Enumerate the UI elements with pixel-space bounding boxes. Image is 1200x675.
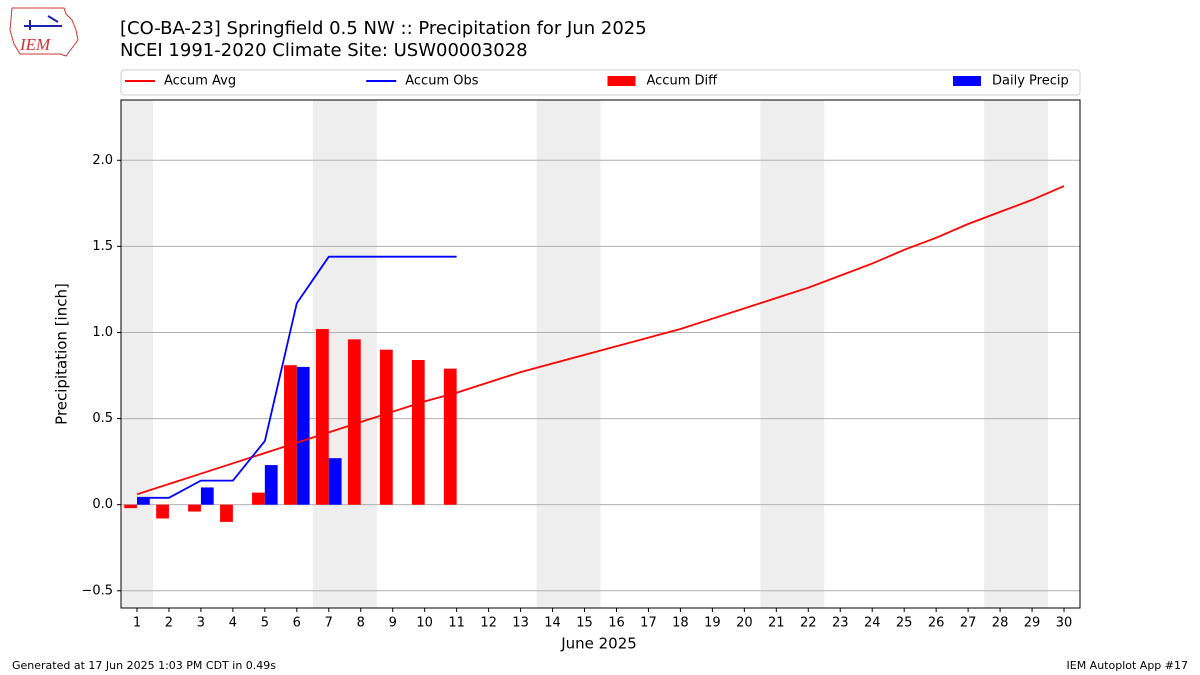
x-tick-label: 21: [768, 616, 785, 631]
x-tick-label: 1: [133, 616, 141, 631]
bar: [347, 339, 361, 505]
y-tick-label: 0.5: [92, 411, 113, 426]
y-tick-label: 2.0: [92, 153, 113, 168]
x-tick-label: 8: [357, 616, 365, 631]
bar: [156, 504, 169, 519]
x-tick-label: 9: [389, 616, 397, 631]
x-tick-label: 30: [1056, 616, 1073, 631]
x-tick-label: 16: [608, 616, 625, 631]
bar: [200, 487, 214, 505]
x-tick-label: 20: [736, 616, 753, 631]
logo: IEM: [9, 7, 79, 57]
bar: [220, 504, 233, 522]
legend-box: [120, 69, 1081, 96]
y-tick-label: 0.0: [92, 497, 113, 512]
x-tick-label: 7: [325, 616, 333, 631]
x-tick-label: 18: [672, 616, 689, 631]
x-tick-label: 23: [832, 616, 849, 631]
x-tick-label: 6: [293, 616, 301, 631]
bar: [136, 497, 150, 505]
footer-right: IEM Autoplot App #17: [1067, 659, 1189, 672]
bar: [315, 329, 329, 505]
x-tick-label: 13: [512, 616, 529, 631]
x-tick-label: 5: [261, 616, 269, 631]
legend-marker: [607, 76, 636, 86]
legend-label: Daily Precip: [992, 74, 1069, 89]
x-tick-label: 11: [448, 616, 465, 631]
weekend-shade: [121, 100, 153, 608]
legend-label: Accum Obs: [405, 74, 478, 89]
x-tick-label: 10: [416, 616, 433, 631]
x-tick-label: 17: [640, 616, 657, 631]
weekend-shade: [984, 100, 1049, 608]
bar: [411, 360, 425, 505]
line: [137, 255, 457, 499]
x-tick-label: 27: [960, 616, 977, 631]
x-tick-label: 22: [800, 616, 817, 631]
x-tick-label: 28: [992, 616, 1009, 631]
x-tick-label: 19: [704, 616, 721, 631]
x-axis-label: June 2025: [560, 635, 637, 653]
bar: [264, 465, 278, 505]
logo-icon: [24, 15, 62, 30]
bar: [443, 368, 457, 505]
legend-label: Accum Diff: [647, 74, 719, 89]
x-tick-label: 14: [544, 616, 561, 631]
legend-label: Accum Avg: [164, 74, 236, 89]
footer-left: Generated at 17 Jun 2025 1:03 PM CDT in …: [12, 659, 276, 672]
bar: [284, 365, 297, 505]
logo-text: IEM: [19, 35, 51, 54]
x-tick-label: 2: [165, 616, 173, 631]
weekend-shade: [760, 100, 825, 608]
x-tick-label: 12: [480, 616, 497, 631]
bar: [188, 504, 201, 512]
chart-subtitle: NCEI 1991-2020 Climate Site: USW00003028: [120, 40, 528, 61]
logo-outline: [9, 7, 79, 57]
x-tick-label: 24: [864, 616, 881, 631]
y-tick-label: 1.5: [92, 239, 113, 254]
y-tick-label: −0.5: [81, 583, 113, 598]
bar: [124, 504, 137, 509]
bar: [328, 458, 342, 505]
x-tick-label: 4: [229, 616, 237, 631]
y-tick-label: 1.0: [92, 325, 113, 340]
x-tick-label: 26: [928, 616, 945, 631]
x-tick-label: 3: [197, 616, 205, 631]
line: [136, 185, 1065, 496]
bar: [296, 366, 310, 505]
legend-marker: [953, 76, 981, 86]
x-tick-label: 15: [576, 616, 593, 631]
x-tick-label: 29: [1024, 616, 1041, 631]
y-axis-label: Precipitation [inch]: [53, 283, 71, 425]
chart-title: [CO-BA-23] Springfield 0.5 NW :: Precipi…: [120, 18, 647, 39]
plot-frame: [120, 99, 1081, 609]
x-tick-label: 25: [896, 616, 913, 631]
bar: [379, 349, 393, 505]
bar: [252, 492, 265, 505]
